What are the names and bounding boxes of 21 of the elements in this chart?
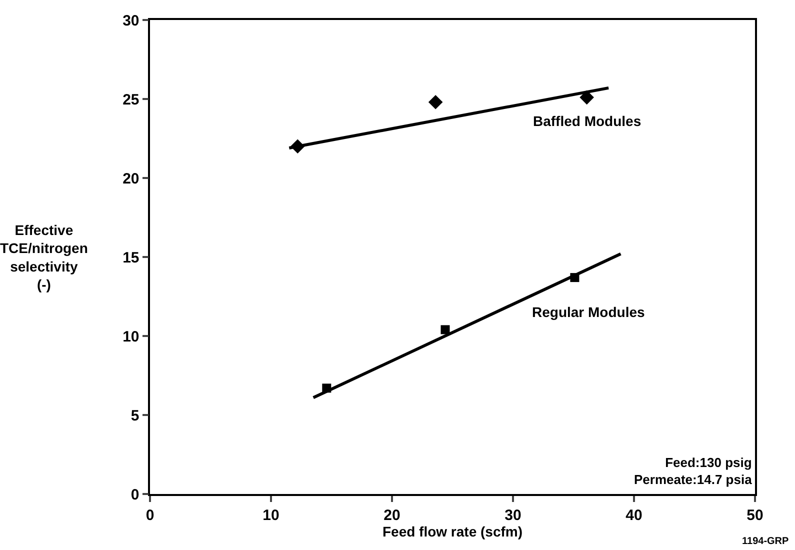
point xyxy=(440,325,450,334)
x-tick-label: 20 xyxy=(384,506,400,524)
text: 1194-GRP xyxy=(742,536,790,547)
x-tick-label: 40 xyxy=(626,506,642,524)
y-tick-label: 15 xyxy=(122,249,140,266)
annotation: Feed:130 psig Permeate:14.7 psia xyxy=(634,455,753,487)
y-tick-label: 10 xyxy=(122,328,140,346)
x-tick-label: 30 xyxy=(504,506,522,524)
y-tick-label: 0 xyxy=(130,486,140,504)
x-tick-label: 0 xyxy=(146,506,154,524)
text: Regular Modules xyxy=(532,304,646,320)
series-label: Baffled Modules xyxy=(533,113,642,129)
y-tick-label: 30 xyxy=(122,12,140,30)
y-tick-label: 5 xyxy=(130,407,140,424)
x-tick-label: 10 xyxy=(262,506,280,524)
y-axis-title: Effective TCE/nitrogen selectivity (-) xyxy=(0,222,88,293)
y-tick-label: 25 xyxy=(122,91,140,108)
x-tick-label: 50 xyxy=(746,506,764,524)
x-axis-title: Feed flow rate (scfm) xyxy=(382,524,523,540)
y-tick-label: 20 xyxy=(122,170,140,188)
point xyxy=(428,95,443,110)
